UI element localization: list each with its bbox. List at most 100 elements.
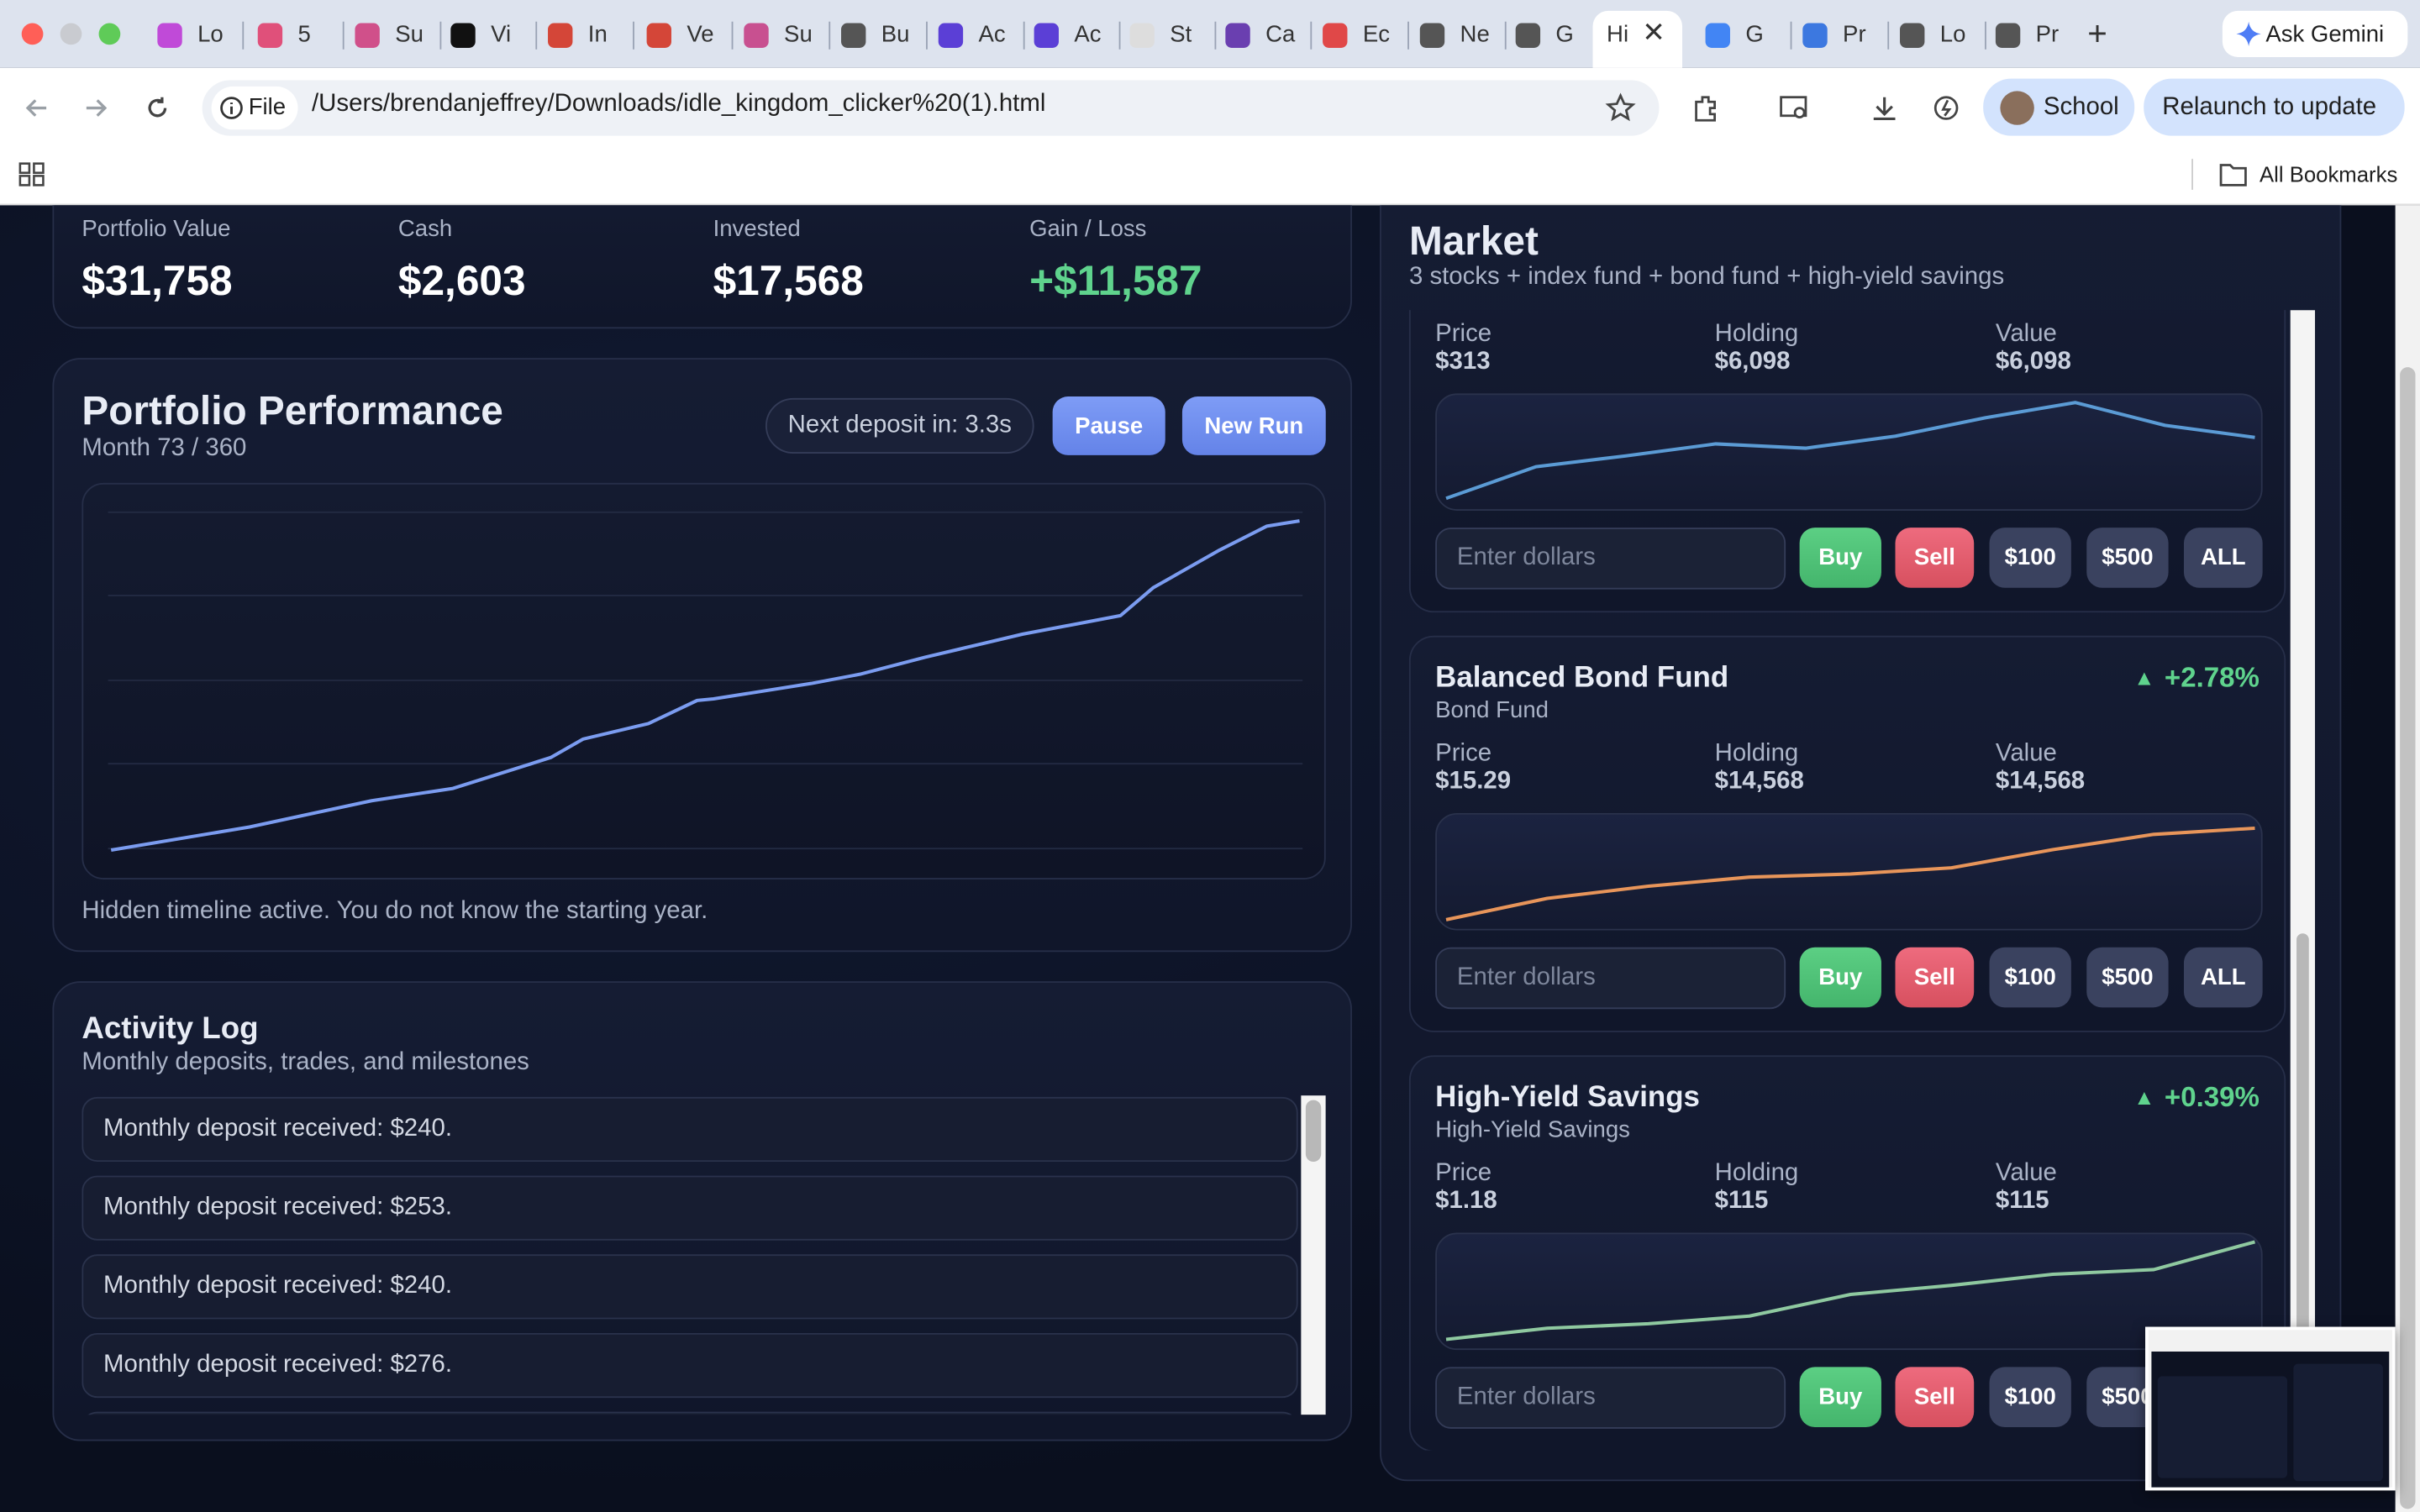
performance-chart-box	[82, 482, 1326, 879]
performance-button[interactable]: New Run	[1181, 396, 1326, 455]
activity-card: Activity Log Monthly deposits, trades, an…	[52, 981, 1352, 1441]
asset-chart-box	[1435, 812, 2263, 931]
tab[interactable]: St	[1127, 13, 1217, 59]
tab-label: Lo	[1939, 21, 1966, 48]
tab[interactable]: Ac	[935, 13, 1025, 59]
page-scroll-thumb[interactable]	[2400, 367, 2416, 1509]
tab-label: Hi	[1607, 21, 1629, 48]
asset-change-value: +0.39%	[2164, 1081, 2260, 1113]
tab[interactable]: Ve	[644, 13, 734, 59]
screenshot-thumbnail[interactable]	[2145, 1326, 2396, 1491]
tab-label: 5	[297, 21, 311, 48]
tab-icon	[1129, 23, 1155, 48]
downloads-icon[interactable]	[1869, 92, 1900, 123]
tab[interactable]: Pr	[1992, 13, 2082, 59]
forward-button[interactable]	[81, 92, 112, 123]
trade-button[interactable]: $100	[1989, 528, 2071, 588]
ask-gemini[interactable]: Ask Gemini	[2222, 10, 2408, 57]
relaunch-chip[interactable]: Relaunch to update	[2144, 78, 2405, 136]
tab[interactable]: Ec	[1319, 13, 1409, 59]
bookmark-star[interactable]	[1605, 92, 1636, 123]
omnibox[interactable]	[202, 80, 1660, 136]
trade-button[interactable]: Buy	[1799, 947, 1881, 1008]
tab[interactable]: Bu	[838, 13, 928, 59]
tab-close[interactable]: ✕	[1642, 17, 1666, 48]
tab[interactable]: Ne	[1417, 13, 1507, 59]
page: Portfolio Value $31,758 Cash $2,603 Invested…	[0, 205, 2420, 1512]
tab[interactable]: Lo	[1897, 13, 1986, 59]
tab-label: G	[1745, 21, 1764, 48]
tab[interactable]: Lo	[155, 13, 245, 59]
apps-icon[interactable]	[17, 160, 48, 188]
tab-label: Ve	[687, 21, 714, 48]
tab[interactable]: G	[1702, 13, 1792, 59]
tab-divider	[926, 21, 928, 50]
activity-entry: Monthly deposit received: $253.	[82, 1175, 1298, 1241]
tab-label: St	[1170, 21, 1192, 48]
tab[interactable]: G	[1512, 13, 1602, 59]
asset-card: Balanced Bond Fund Bond Fund ▲ +2.78% Price $…	[1408, 635, 2286, 1032]
scheme-chip[interactable]: File	[211, 86, 298, 130]
stat-value: $17,568	[713, 257, 864, 304]
performance-icon[interactable]	[1931, 92, 1962, 123]
trade-button[interactable]: ALL	[2183, 947, 2263, 1008]
performance-button[interactable]: Pause	[1052, 396, 1165, 455]
trade-button[interactable]: Sell	[1895, 947, 1975, 1008]
tab-label: Ca	[1265, 21, 1296, 48]
asset-field-label: Value	[1995, 740, 2057, 767]
tab[interactable]: Pr	[1800, 13, 1890, 59]
amount-input[interactable]: Enter dollars	[1435, 947, 1786, 1010]
reload-button[interactable]	[142, 92, 173, 123]
activity-scroll-thumb[interactable]	[1305, 1100, 1322, 1163]
tab-divider	[342, 21, 345, 50]
cast-icon[interactable]	[1778, 92, 1812, 123]
market-scroll-thumb[interactable]	[2296, 933, 2309, 1451]
scheme-label: File	[248, 94, 287, 121]
tab[interactable]: Su	[352, 13, 442, 59]
active-tab[interactable]	[1592, 10, 1683, 68]
tab[interactable]: 5	[255, 13, 345, 59]
tab-divider	[1310, 21, 1313, 50]
info-icon	[220, 97, 243, 119]
trade-button[interactable]: $100	[1989, 947, 2071, 1008]
tab-divider	[1985, 21, 1986, 50]
asset-name: Balanced Bond Fund	[1435, 661, 1729, 695]
zoom-window[interactable]	[98, 23, 121, 45]
back-button[interactable]	[22, 92, 53, 123]
tab[interactable]: Hi ✕	[1593, 13, 1683, 59]
tab[interactable]: Ca	[1223, 13, 1313, 59]
extensions-icon[interactable]	[1690, 92, 1721, 123]
asset-field-value: $1.18	[1435, 1188, 1497, 1215]
tab-icon	[1802, 23, 1828, 48]
tab-label: Vi	[491, 21, 512, 48]
all-bookmarks[interactable]: All Bookmarks	[2259, 161, 2398, 187]
trade-button[interactable]: $100	[1989, 1367, 2071, 1427]
asset-kind: High-Yield Savings	[1435, 1116, 1630, 1144]
new-tab[interactable]: +	[2087, 13, 2107, 53]
trade-button[interactable]: $500	[2086, 528, 2169, 588]
tab[interactable]: Ac	[1031, 13, 1121, 59]
trade-button[interactable]: Buy	[1799, 528, 1881, 588]
tab-icon	[744, 23, 769, 48]
minimize-window[interactable]	[60, 23, 82, 45]
activity-entry-partial	[82, 1411, 1298, 1415]
tab[interactable]: Su	[741, 13, 831, 59]
amount-input[interactable]: Enter dollars	[1435, 1367, 1786, 1429]
trade-button[interactable]: ALL	[2183, 528, 2263, 588]
close-window[interactable]	[21, 23, 44, 45]
tab-icon	[450, 23, 476, 48]
amount-input[interactable]: Enter dollars	[1435, 528, 1786, 590]
asset-field-label: Price	[1435, 1160, 1492, 1187]
trade-button[interactable]: Sell	[1895, 1367, 1975, 1427]
trade-button[interactable]: Buy	[1799, 1367, 1881, 1427]
asset-change: ▲ +2.78%	[2133, 662, 2260, 695]
tab-label: Ne	[1460, 21, 1490, 48]
trade-button[interactable]: $500	[2086, 947, 2169, 1008]
asset-field-label: Value	[1995, 1160, 2057, 1187]
market-title: Market	[1408, 217, 1539, 265]
trade-button[interactable]: Sell	[1895, 528, 1975, 588]
tab[interactable]: Vi	[448, 13, 538, 59]
tab[interactable]: In	[544, 13, 634, 59]
tab-icon	[646, 23, 671, 48]
tab-label: Bu	[881, 21, 910, 48]
